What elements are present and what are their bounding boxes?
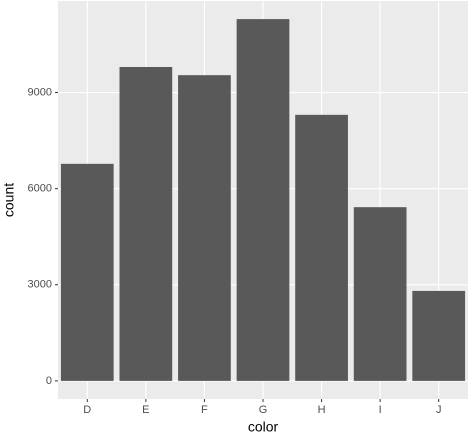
x-tick-label: D xyxy=(83,404,91,416)
y-tick-label: 6000 xyxy=(28,183,52,195)
y-axis-title: count xyxy=(1,183,17,217)
x-axis-title: color xyxy=(248,419,279,435)
x-tick-label: J xyxy=(436,404,442,416)
y-tick-label: 3000 xyxy=(28,279,52,291)
bar xyxy=(119,67,173,381)
x-tick-label: H xyxy=(318,404,326,416)
x-tick-label: F xyxy=(201,404,208,416)
x-tick-label: E xyxy=(142,404,149,416)
bar xyxy=(60,163,114,381)
y-tick-label: 0 xyxy=(46,375,52,387)
bar xyxy=(295,114,348,381)
bar xyxy=(353,207,407,381)
bar xyxy=(412,290,466,381)
y-tick-label: 9000 xyxy=(28,86,52,98)
marks xyxy=(60,19,466,381)
bar xyxy=(178,75,231,381)
x-tick-label: G xyxy=(259,404,268,416)
bar xyxy=(236,19,290,381)
x-tick-label: I xyxy=(379,404,382,416)
